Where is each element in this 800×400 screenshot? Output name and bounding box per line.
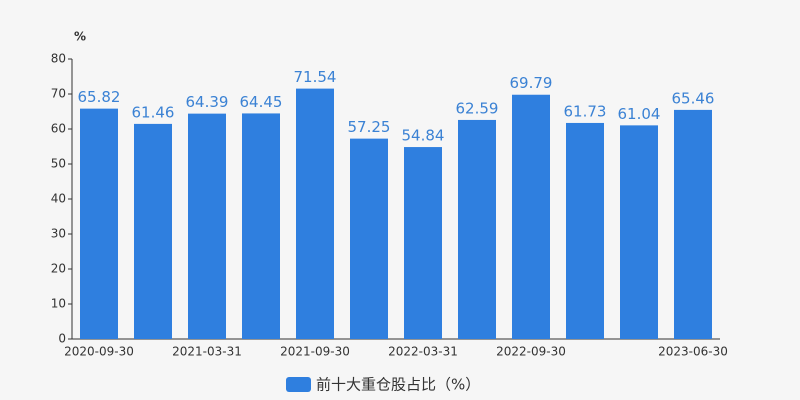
bar [188, 113, 226, 339]
bar [674, 109, 712, 339]
bar [80, 108, 118, 339]
value-label: 54.84 [402, 127, 445, 145]
value-label: 65.82 [78, 88, 121, 106]
x-tick-label: 2022-09-30 [496, 345, 566, 359]
x-tick-label: 2021-03-31 [172, 345, 242, 359]
x-tick-label: 2022-03-31 [388, 345, 458, 359]
value-label: 71.54 [294, 68, 337, 86]
bar [512, 94, 550, 339]
bar [566, 122, 604, 339]
y-axis-unit: % [74, 30, 86, 44]
y-tick-label: 80 [51, 52, 66, 66]
y-tick-label: 10 [51, 297, 66, 311]
y-tick-label: 30 [51, 227, 66, 241]
x-tick-label: 2023-06-30 [658, 345, 728, 359]
y-tick-label: 50 [51, 157, 66, 171]
y-tick-label: 0 [58, 332, 66, 346]
y-tick-label: 40 [51, 192, 66, 206]
bar [296, 88, 334, 339]
value-label: 62.59 [456, 99, 499, 117]
value-label: 61.46 [132, 103, 175, 121]
x-tick-label: 2021-09-30 [280, 345, 350, 359]
value-label: 64.45 [240, 93, 283, 111]
y-tick-label: 70 [51, 87, 66, 101]
bar [134, 123, 172, 339]
value-label: 61.04 [618, 105, 661, 123]
bar [242, 113, 280, 339]
bar [458, 119, 496, 339]
value-label: 69.79 [510, 74, 553, 92]
bar [350, 138, 388, 339]
value-label: 64.39 [186, 93, 229, 111]
y-tick-label: 60 [51, 122, 66, 136]
value-label: 61.73 [564, 102, 607, 120]
legend-label: 前十大重仓股占比（%） [316, 376, 480, 394]
y-tick-label: 20 [51, 262, 66, 276]
x-tick-label: 2020-09-30 [64, 345, 134, 359]
value-label: 57.25 [348, 118, 391, 136]
bar [404, 147, 442, 339]
bar [620, 125, 658, 339]
legend-swatch [286, 377, 311, 392]
value-label: 65.46 [672, 89, 715, 107]
